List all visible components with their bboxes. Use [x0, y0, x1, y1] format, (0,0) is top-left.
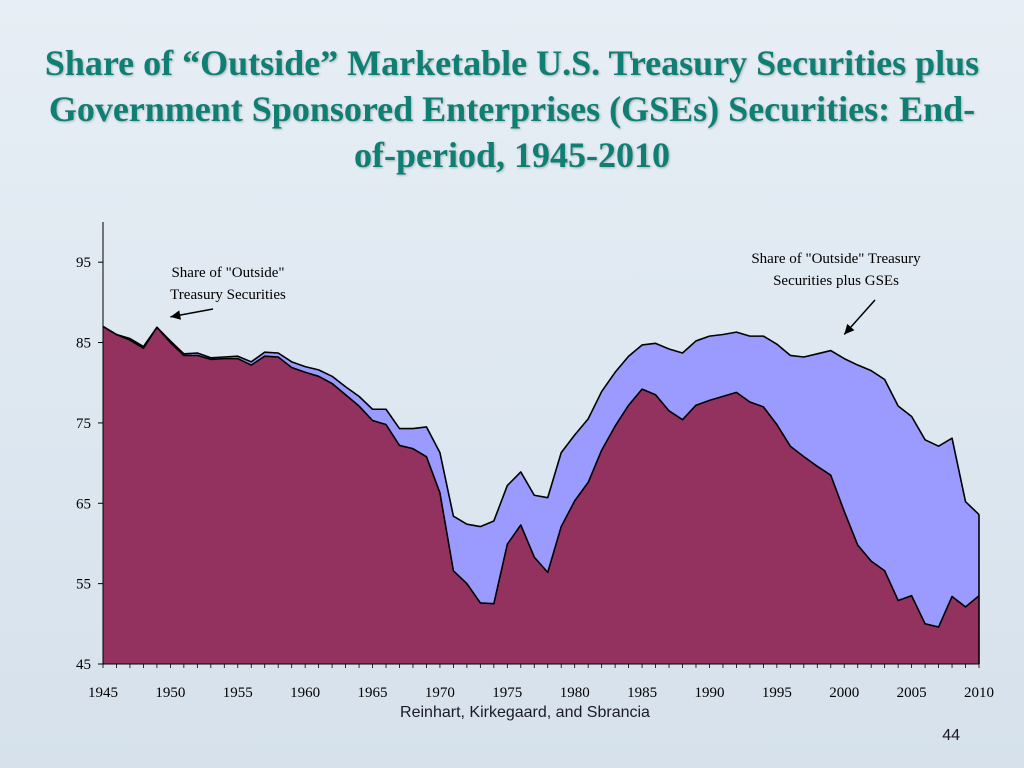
annotation-text: Treasury Securities	[170, 287, 286, 303]
annotation-text: Securities plus GSEs	[773, 273, 899, 289]
area-layer	[102, 325, 980, 664]
y-tick-label: 55	[76, 577, 91, 593]
x-tick-label: 2005	[897, 685, 927, 701]
axis-layer	[98, 222, 980, 668]
annotation-arrowhead	[170, 310, 181, 320]
annotation-arrowhead	[844, 323, 855, 335]
x-tick-label: 1965	[358, 685, 388, 701]
annotations: Share of "Outside" Treasury Securities Sha…	[170, 251, 921, 336]
x-tick-label: 1945	[88, 685, 118, 701]
x-tick-label: 1950	[155, 685, 185, 701]
x-tick-label: 1990	[694, 685, 724, 701]
series-area-1	[103, 326, 979, 664]
x-tick-label: 2010	[964, 685, 994, 701]
y-tick-label: 95	[76, 255, 91, 271]
y-tick-label: 75	[76, 416, 91, 432]
annotation-text: Share of "Outside"	[171, 265, 284, 281]
y-tick-label: 45	[76, 657, 91, 673]
slide-title: Share of “Outside” Marketable U.S. Treas…	[44, 43, 980, 175]
y-tick-label: 85	[76, 336, 91, 352]
x-tick-label: 1995	[762, 685, 792, 701]
x-tick-label: 1955	[223, 685, 253, 701]
x-tick-label: 1975	[492, 685, 522, 701]
series-line-1	[102, 325, 980, 628]
tick-labels: 45 55 65 75 85 95 1945 1950 1955 1960 1965 1970 1975…	[76, 255, 994, 701]
annotation-text: Share of "Outside" Treasury	[751, 251, 921, 267]
x-tick-label: 1985	[627, 685, 657, 701]
x-tick-label: 2000	[829, 685, 859, 701]
series-line-0	[102, 325, 980, 528]
x-tick-label: 1960	[290, 685, 320, 701]
y-tick-label: 65	[76, 496, 91, 512]
source-credit: Reinhart, Kirkegaard, and Sbrancia	[400, 704, 650, 721]
x-tick-label: 1980	[560, 685, 590, 701]
page-number: 44	[942, 727, 960, 744]
x-tick-label: 1970	[425, 685, 455, 701]
